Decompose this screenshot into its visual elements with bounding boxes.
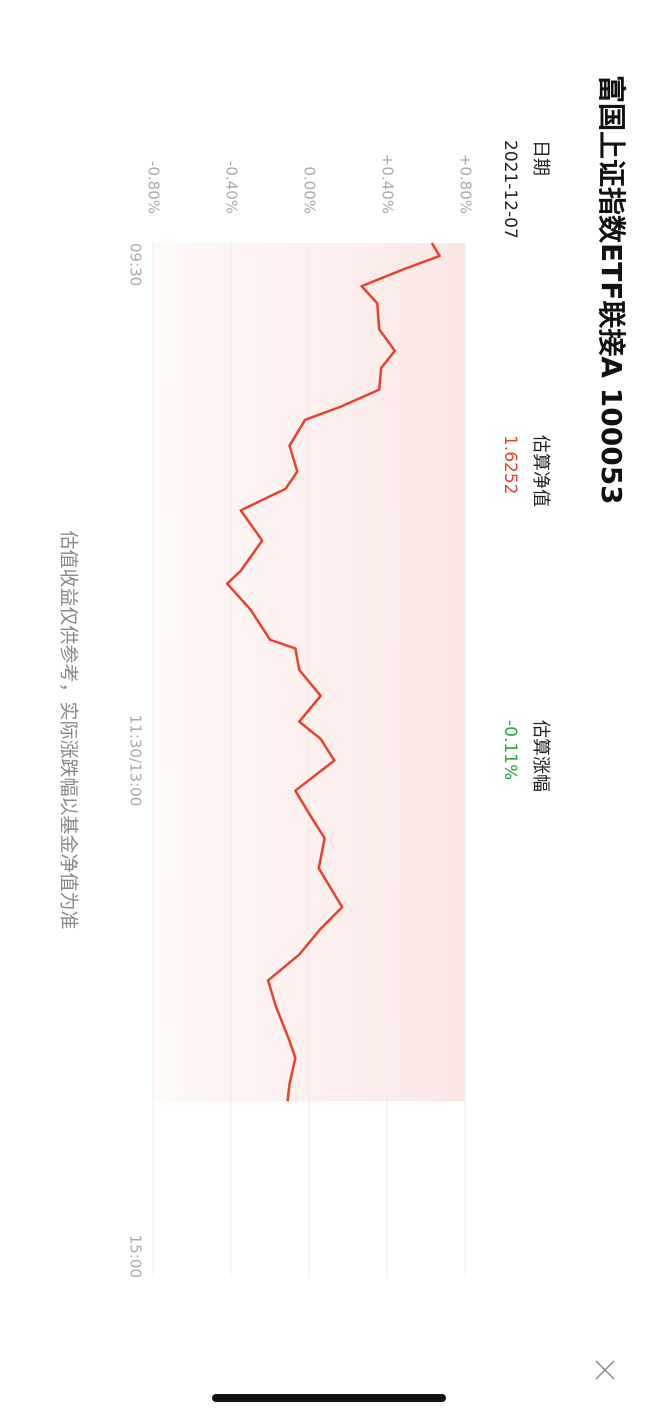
- x-tick-label: 15:00: [127, 1235, 145, 1278]
- x-tick-label: 09:30: [127, 243, 145, 286]
- info-label: 估算涨幅: [530, 720, 551, 792]
- info-value: 1.6252: [500, 435, 520, 494]
- close-button[interactable]: [595, 1360, 615, 1380]
- info-label: 估算净值: [530, 435, 551, 507]
- info-value: 2021-12-07: [500, 140, 520, 239]
- y-tick-label: 0.00%: [301, 166, 319, 214]
- y-tick-label: +0.80%: [457, 154, 475, 214]
- home-indicator: [212, 1394, 446, 1402]
- data-line: [225, 242, 441, 1102]
- y-tick-label: +0.40%: [379, 154, 397, 214]
- info-label: 日期: [530, 140, 551, 176]
- y-tick-label: -0.40%: [223, 161, 241, 214]
- x-tick-label: 11:30/13:00: [127, 715, 145, 807]
- footnote: 估值收益仅供参考，实际涨跌幅以基金净值为准: [58, 530, 80, 929]
- chart-title: 富国上证指数ETF联接A 100053: [595, 75, 628, 505]
- y-tick-label: -0.80%: [145, 161, 163, 214]
- info-value: -0.11%: [500, 720, 520, 780]
